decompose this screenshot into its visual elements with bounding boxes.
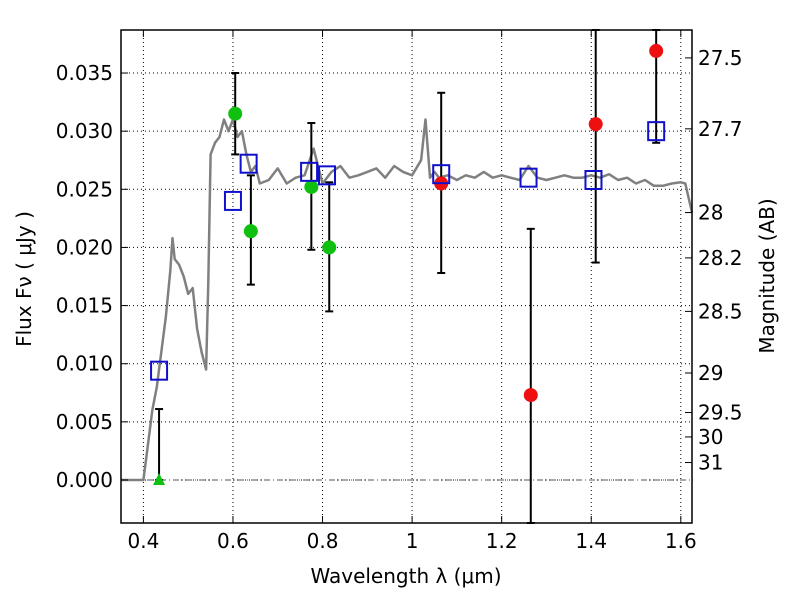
errorbar-1-0: [155, 408, 164, 481]
square-blue-point-7: [584, 169, 603, 190]
triangle-green-point-0: [153, 472, 166, 485]
y-tick-label: 0.035: [56, 61, 113, 85]
model-line: [121, 118, 694, 482]
y-tick-label: 0.020: [56, 235, 113, 259]
right-axis-title: Magnitude (AB): [755, 198, 779, 353]
mag-tick-label: 29.5: [698, 401, 743, 425]
plot-frame: [120, 29, 693, 524]
x-tick-label: 0.4: [127, 529, 159, 553]
square-blue-point-3: [300, 161, 319, 182]
square-blue-point-6: [519, 167, 538, 188]
circle-green-point-1: [243, 224, 258, 239]
errorbar-2-2: [591, 29, 600, 264]
error-bars: [155, 29, 661, 524]
x-tick-label: 1.2: [486, 529, 518, 553]
x-axis-ticks: 0.4 0.6 0.8 1 1.2 1.4 1.6: [127, 30, 697, 553]
mag-tick-label: 27.7: [698, 117, 743, 141]
circle-green-point-3: [322, 240, 337, 255]
square-blue-point-8: [647, 121, 666, 142]
circle-green-point-2: [304, 179, 319, 194]
x-axis-title: Wavelength λ (μm): [310, 564, 501, 588]
x-tick-label: 1.4: [575, 529, 607, 553]
y-axis-title: Flux Fν ( μJy ): [12, 211, 36, 347]
model-sed-curve: [121, 118, 694, 482]
data-points: [150, 43, 666, 485]
circle-green-point-0: [228, 106, 243, 121]
y-tick-label: 0.005: [56, 410, 113, 434]
y-tick-label: 0.025: [56, 177, 113, 201]
y-axis-ticks: 0.000 0.005 0.010 0.015 0.020 0.025 0.030 0.035: [56, 61, 128, 492]
mag-tick-label: 29: [698, 361, 723, 385]
mag-tick-label: 27.5: [698, 46, 743, 70]
grid-lines: [121, 30, 692, 523]
mag-tick-label: 31: [698, 451, 723, 475]
mag-tick-label: 28: [698, 201, 723, 225]
x-tick-label: 0.8: [307, 529, 339, 553]
x-tick-label: 0.6: [217, 529, 249, 553]
x-tick-label: 1.6: [665, 529, 697, 553]
circle-red-point-3: [649, 43, 664, 58]
axes-box: [120, 29, 693, 524]
x-tick-label: 1: [406, 529, 419, 553]
circle-red-point-1: [523, 388, 538, 403]
square-blue-point-2: [239, 153, 258, 174]
y-tick-label: 0.000: [56, 468, 113, 492]
square-blue-point-0: [150, 360, 169, 381]
mag-tick-label: 28.2: [698, 246, 743, 270]
y-tick-label: 0.015: [56, 294, 113, 318]
circle-red-point-2: [588, 117, 603, 132]
errorbar-2-1: [526, 227, 535, 524]
square-blue-point-1: [223, 190, 242, 211]
square-blue-point-4: [318, 165, 337, 186]
y-tick-label: 0.030: [56, 119, 113, 143]
mag-tick-label: 30: [698, 425, 723, 449]
y-tick-label: 0.010: [56, 352, 113, 376]
mag-tick-label: 28.5: [698, 299, 743, 323]
square-blue-point-5: [432, 164, 451, 185]
